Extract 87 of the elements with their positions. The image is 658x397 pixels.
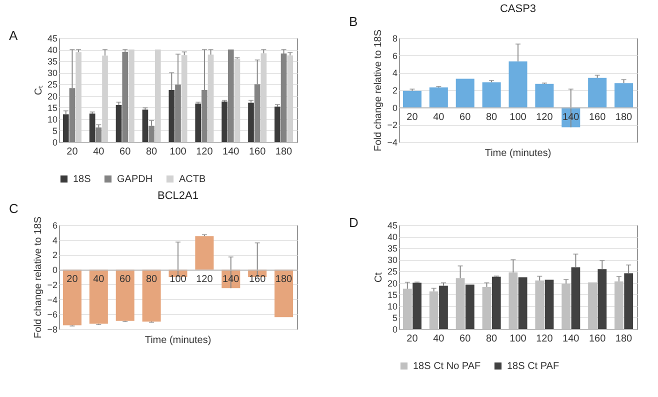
chart-title: BCL2A1: [158, 190, 198, 202]
y-tick-label: −2: [47, 280, 58, 290]
x-tick-label: 120: [536, 112, 554, 123]
y-tick-label: 40: [47, 45, 58, 56]
y-tick-label: 0: [52, 138, 58, 148]
legend-label: ACTB: [179, 174, 206, 185]
text: B: [349, 14, 358, 29]
y-tick-label: 25: [47, 80, 58, 90]
x-axis-title: Time (minutes): [484, 148, 552, 159]
x-tick-label: 140: [222, 274, 240, 286]
x-tick-label: 60: [460, 334, 472, 344]
y-tick-label: 10: [47, 114, 58, 124]
y-tick-label: −4: [47, 294, 58, 305]
y-tick-label: −8: [47, 324, 58, 334]
y-axis-title: Fold change relative to 18S: [373, 29, 384, 152]
y-tick-label: 30: [387, 255, 398, 266]
y-tick-label: 15: [47, 102, 58, 113]
x-tick-label: 20: [66, 146, 78, 158]
x-axis-title: Time (minutes): [144, 335, 212, 346]
y-axis-title: Cₜ: [33, 84, 44, 96]
x-tick-label: 20: [406, 334, 418, 344]
x-tick-label: 140: [562, 334, 580, 344]
y-tick-label: 40: [387, 232, 398, 242]
y-tick-label: 5: [52, 126, 58, 136]
x-tick-label: 160: [588, 112, 606, 123]
x-tick-label: 180: [615, 334, 633, 344]
y-tick-label: 10: [387, 301, 398, 312]
x-tick-label: 40: [433, 112, 445, 123]
x-tick-label: 120: [196, 274, 214, 286]
y-tick-label: 45: [47, 34, 58, 44]
y-tick-label: 35: [47, 56, 58, 67]
legend-label: 18S Ct No PAF: [413, 361, 481, 372]
text: C: [9, 201, 18, 216]
y-tick-label: −2: [387, 120, 398, 130]
text: A: [9, 28, 18, 43]
x-tick-label: 80: [146, 146, 158, 158]
y-tick-label: 0: [52, 265, 58, 276]
x-tick-label: 140: [562, 112, 580, 123]
x-tick-label: 40: [93, 146, 105, 158]
y-tick-label: 4: [52, 235, 58, 246]
y-axis-title: Fold change relative to 18S: [33, 216, 44, 338]
x-tick-label: 20: [406, 112, 418, 123]
x-tick-label: 20: [66, 274, 78, 286]
y-tick-label: 5: [392, 312, 398, 323]
x-tick-label: 60: [120, 274, 132, 286]
y-tick-label: 45: [387, 220, 398, 230]
x-tick-label: 160: [248, 146, 266, 158]
x-tick-label: 100: [170, 146, 187, 158]
legend-label: GAPDH: [117, 174, 153, 185]
x-tick-label: 160: [248, 274, 266, 286]
y-tick-label: 6: [52, 220, 58, 230]
y-tick-label: 2: [392, 86, 398, 96]
y-tick-label: 20: [47, 91, 58, 102]
y-tick-label: 2: [52, 250, 58, 260]
legend-label: 18S Ct PAF: [507, 361, 560, 372]
y-axis-title: Ct: [373, 272, 384, 282]
x-tick-label: 160: [588, 334, 606, 344]
chart-title: CASP3: [500, 3, 536, 15]
y-tick-label: 30: [47, 68, 58, 78]
x-tick-label: 180: [275, 146, 293, 158]
x-tick-label: 180: [615, 112, 633, 123]
y-tick-label: −4: [387, 138, 398, 148]
x-tick-label: 180: [275, 274, 293, 286]
x-tick-label: 140: [222, 146, 240, 158]
y-tick-label: 6: [392, 50, 398, 61]
legend-label: 18S: [73, 174, 92, 185]
y-tick-label: 0: [392, 102, 398, 113]
y-tick-label: −6: [47, 310, 58, 320]
y-tick-label: 4: [392, 68, 398, 78]
y-tick-label: 35: [387, 244, 398, 254]
x-tick-label: 100: [170, 274, 187, 286]
x-tick-label: 60: [120, 146, 132, 158]
x-tick-label: 80: [486, 334, 498, 344]
y-tick-label: 0: [392, 324, 398, 334]
x-tick-label: 100: [510, 334, 527, 344]
x-tick-label: 120: [536, 334, 554, 344]
x-tick-label: 120: [196, 146, 214, 158]
x-tick-label: 80: [486, 112, 498, 123]
x-tick-label: 40: [93, 274, 105, 286]
x-tick-label: 40: [433, 334, 445, 344]
x-tick-label: 80: [146, 274, 158, 286]
y-tick-label: 25: [387, 266, 398, 277]
text: D: [349, 215, 358, 230]
x-tick-label: 60: [460, 112, 472, 123]
y-tick-label: 8: [392, 34, 398, 44]
y-tick-label: 15: [387, 290, 398, 300]
x-tick-label: 100: [510, 112, 527, 123]
